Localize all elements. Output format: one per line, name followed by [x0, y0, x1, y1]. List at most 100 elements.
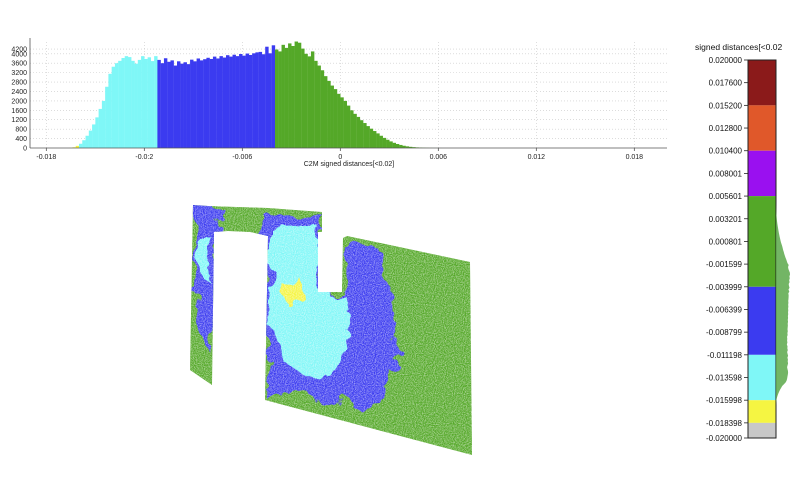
point-cloud-view[interactable]	[0, 0, 680, 489]
histogram-bar	[265, 46, 269, 148]
histogram-bar	[160, 63, 165, 149]
histogram-bar	[206, 57, 210, 148]
histogram-bar	[196, 58, 201, 148]
histogram-bar	[386, 139, 390, 148]
histogram-bar	[92, 124, 96, 148]
histogram-bar	[190, 59, 194, 148]
histogram-bar	[399, 144, 403, 148]
histogram-bar	[382, 137, 387, 148]
histogram-bar	[333, 89, 338, 148]
histogram-bar	[229, 56, 233, 148]
histogram-bar	[177, 61, 181, 149]
histogram-bar	[288, 43, 292, 149]
histogram-bar	[353, 113, 357, 148]
y-tick-label: 2800	[11, 80, 27, 87]
x-tick-label: -0.0:2	[135, 154, 153, 161]
histogram-bar	[82, 140, 86, 148]
histogram-bar	[314, 60, 318, 148]
color-scale-tick-label: 0.020000	[709, 56, 743, 65]
histogram-bar	[141, 56, 145, 149]
y-tick-label: 3200	[11, 70, 27, 77]
histogram-bar	[301, 48, 305, 149]
histogram-bar	[294, 41, 299, 149]
color-scale-tick-label: 0.010400	[709, 147, 743, 156]
y-tick-label: 4200	[11, 47, 27, 54]
histogram-bar	[137, 59, 142, 148]
histogram-bar	[150, 61, 155, 148]
histogram-bar	[75, 145, 80, 148]
histogram-bar	[121, 58, 125, 148]
histogram-bar	[278, 51, 282, 148]
histogram-bar	[405, 146, 410, 148]
histogram-bar	[304, 53, 308, 148]
histogram-bar	[163, 58, 168, 148]
histogram-bar	[258, 51, 263, 148]
histogram-bar	[395, 143, 400, 148]
histogram-bar	[340, 97, 344, 148]
histogram-bar	[154, 56, 158, 149]
color-scale-distribution	[776, 190, 790, 406]
histogram-bar	[350, 110, 354, 148]
histogram-bar	[186, 64, 191, 148]
color-scale-tick-label: -0.008799	[706, 328, 743, 337]
histogram-bar	[222, 57, 227, 149]
histogram-bar	[402, 145, 406, 148]
color-scale-tick-label: 0.008001	[709, 169, 743, 178]
color-scale-band	[748, 286, 776, 355]
color-scale-tick-label: -0.020000	[706, 434, 743, 443]
histogram-bar	[324, 76, 328, 148]
histogram-bar	[275, 49, 279, 148]
y-tick-label: 2400	[11, 89, 27, 96]
color-scale-tick-label: 0.015200	[709, 101, 743, 110]
histogram-bar	[291, 46, 295, 149]
histogram-bar	[242, 55, 246, 148]
x-tick-label: 0.012	[528, 154, 546, 161]
histogram-bar	[307, 56, 312, 148]
color-scale-labels: 0.020000 0.017600 0.015200 0.012800 0.010400…	[706, 56, 748, 443]
histogram-bar	[180, 63, 184, 148]
color-scale-band	[748, 60, 776, 106]
histogram-bar	[252, 53, 256, 148]
histogram-bar	[232, 54, 236, 148]
histogram-bar	[239, 54, 243, 148]
histogram-bar	[114, 63, 119, 149]
histogram-bar	[337, 93, 341, 148]
color-scale-band	[748, 196, 776, 287]
histogram-bar	[88, 130, 93, 148]
color-scale-tick-label: -0.001599	[706, 260, 743, 269]
y-tick-label: 0	[23, 146, 27, 153]
histogram-bar	[209, 58, 214, 148]
histogram-bar	[373, 131, 377, 148]
x-tick-label: -0.006	[232, 154, 252, 161]
histogram-bar	[79, 143, 83, 148]
histogram-bar	[216, 58, 220, 148]
histogram-bar	[147, 57, 152, 148]
histogram-bar	[245, 53, 250, 148]
histogram-bar	[226, 55, 230, 148]
histogram-bars	[69, 41, 442, 149]
histogram-bar	[346, 105, 351, 148]
histogram-bar	[284, 47, 289, 149]
histogram-chart: 0 400 800 1200 1600 2000 2400 2800 3200 3600 40004…	[11, 38, 667, 168]
color-scale-tick-label: 0.012800	[709, 124, 743, 133]
histogram-bar	[108, 73, 112, 148]
color-scale-band	[748, 150, 776, 197]
histogram-bar	[183, 62, 187, 148]
x-tick-label: -0.018	[36, 154, 56, 161]
histogram-bar	[297, 42, 302, 148]
histogram-bar	[389, 141, 393, 148]
color-scale-tick-label: 0.003201	[709, 215, 743, 224]
color-scale-band	[748, 105, 776, 151]
color-scale-tick-label: -0.011198	[707, 351, 742, 360]
histogram-bar	[85, 135, 89, 148]
color-scale-tick-label: -0.015998	[706, 396, 743, 405]
histogram-bar	[408, 146, 413, 148]
histogram-bar	[412, 147, 416, 148]
histogram-bar	[356, 116, 361, 148]
y-tick-label: 1200	[11, 117, 27, 124]
color-scale-tick-label: -0.013598	[706, 374, 743, 383]
color-scale-tick-label: 0.000801	[709, 237, 743, 246]
y-tick-label: 2000	[11, 98, 27, 105]
histogram-bar	[310, 51, 315, 148]
histogram-bar	[330, 85, 334, 148]
